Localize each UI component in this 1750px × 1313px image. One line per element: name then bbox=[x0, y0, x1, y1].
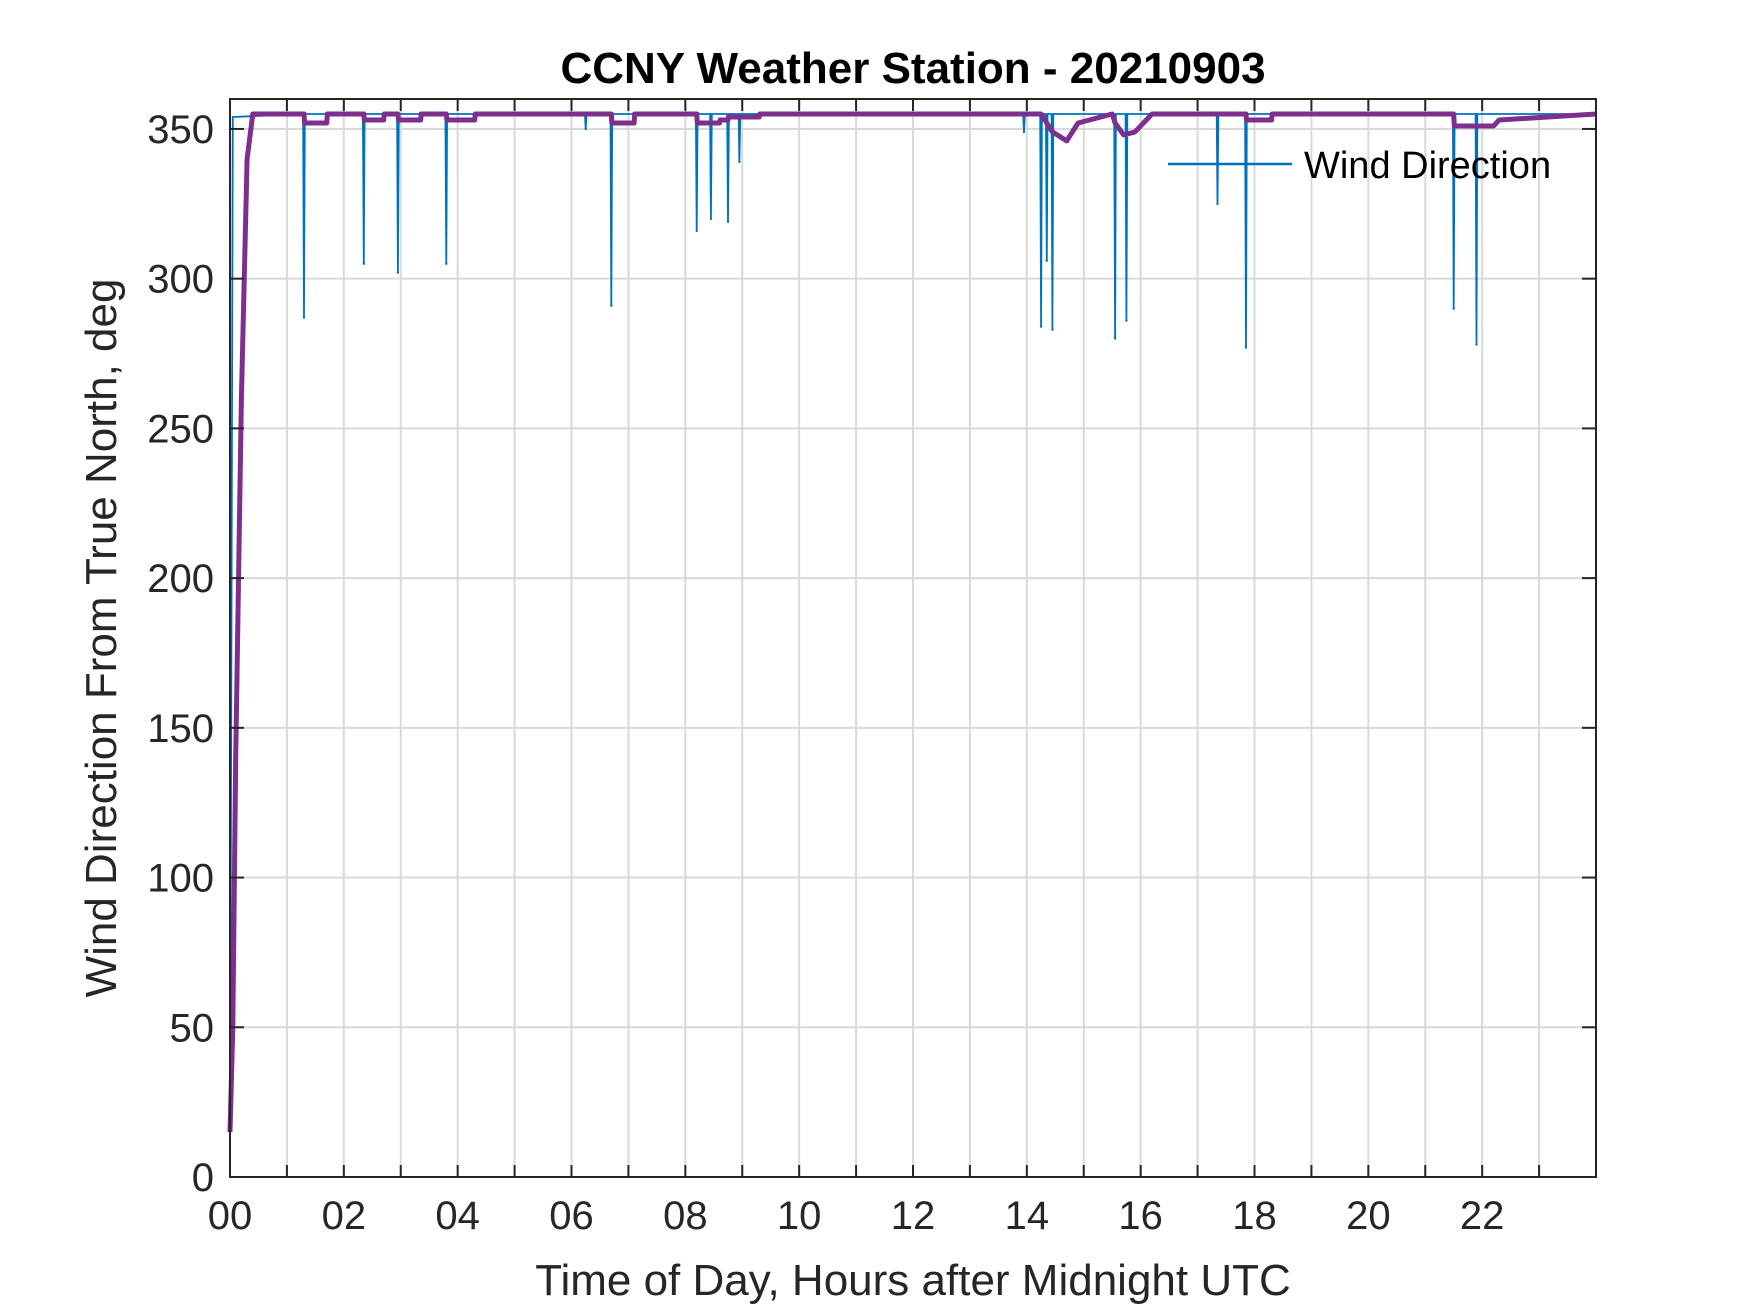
y-tick-label: 100 bbox=[147, 857, 214, 901]
series-point-spike bbox=[1022, 130, 1026, 134]
x-tick-label: 08 bbox=[663, 1194, 708, 1238]
y-axis-label: Wind Direction From True North, deg bbox=[77, 279, 126, 998]
chart-title: CCNY Weather Station - 20210903 bbox=[560, 44, 1265, 93]
series-point-spike bbox=[445, 262, 448, 265]
y-tick-labels: 0 50 100 150 200 250 300 350 bbox=[147, 108, 214, 1200]
x-tick-label: 00 bbox=[208, 1194, 253, 1238]
series-point-spike bbox=[610, 304, 613, 307]
series-point-spike bbox=[1244, 346, 1248, 349]
series-point-spike bbox=[695, 229, 698, 232]
legend: Wind Direction bbox=[1168, 145, 1551, 187]
x-axis-label: Time of Day, Hours after Midnight UTC bbox=[535, 1256, 1291, 1305]
series-point-spike bbox=[396, 271, 400, 274]
series-point-spike bbox=[726, 220, 730, 223]
series-line-smoothed-wind-direction bbox=[227, 111, 1597, 1133]
x-tick-label: 10 bbox=[777, 1194, 822, 1238]
series-point-spike bbox=[1216, 202, 1219, 206]
series-layer bbox=[227, 111, 1597, 1178]
series-point-spike bbox=[1475, 343, 1478, 346]
series-point-spike bbox=[1051, 328, 1054, 331]
series-point-spike bbox=[584, 127, 587, 131]
x-tick-label: 06 bbox=[549, 1194, 594, 1238]
series-point-spike bbox=[1039, 325, 1043, 328]
x-tick-label: 20 bbox=[1346, 1194, 1391, 1238]
x-tick-label: 16 bbox=[1118, 1194, 1163, 1238]
x-tick-label: 02 bbox=[322, 1194, 367, 1238]
x-tick-labels: 00 02 04 06 08 10 12 14 16 18 20 22 bbox=[208, 1194, 1505, 1238]
y-tick-label: 250 bbox=[147, 407, 214, 451]
series-line-wind-direction bbox=[229, 113, 1596, 1178]
x-tick-label: 14 bbox=[1005, 1194, 1050, 1238]
series-point-spike bbox=[302, 316, 306, 319]
series-point-spike bbox=[738, 160, 741, 164]
y-tick-label: 150 bbox=[147, 707, 214, 751]
y-tick-label: 200 bbox=[147, 557, 214, 601]
series-point-spike bbox=[1452, 307, 1455, 310]
y-tick-label: 300 bbox=[147, 258, 214, 302]
y-tick-label: 50 bbox=[170, 1006, 215, 1050]
series-point-spike bbox=[1113, 337, 1117, 340]
grid-lines bbox=[230, 99, 1596, 1177]
x-tick-label: 22 bbox=[1460, 1194, 1505, 1238]
series-point-spike bbox=[1045, 259, 1048, 262]
x-tick-label: 18 bbox=[1232, 1194, 1277, 1238]
x-tick-label: 04 bbox=[435, 1194, 480, 1238]
series-point-spike bbox=[709, 217, 713, 220]
legend-label-wind-direction: Wind Direction bbox=[1304, 145, 1551, 187]
y-tick-label: 0 bbox=[192, 1156, 214, 1200]
y-tick-label: 350 bbox=[147, 108, 214, 152]
tick-marks bbox=[230, 99, 1596, 1177]
series-point-spike bbox=[1125, 319, 1128, 322]
series-point-spike bbox=[362, 262, 365, 265]
x-tick-label: 12 bbox=[891, 1194, 936, 1238]
